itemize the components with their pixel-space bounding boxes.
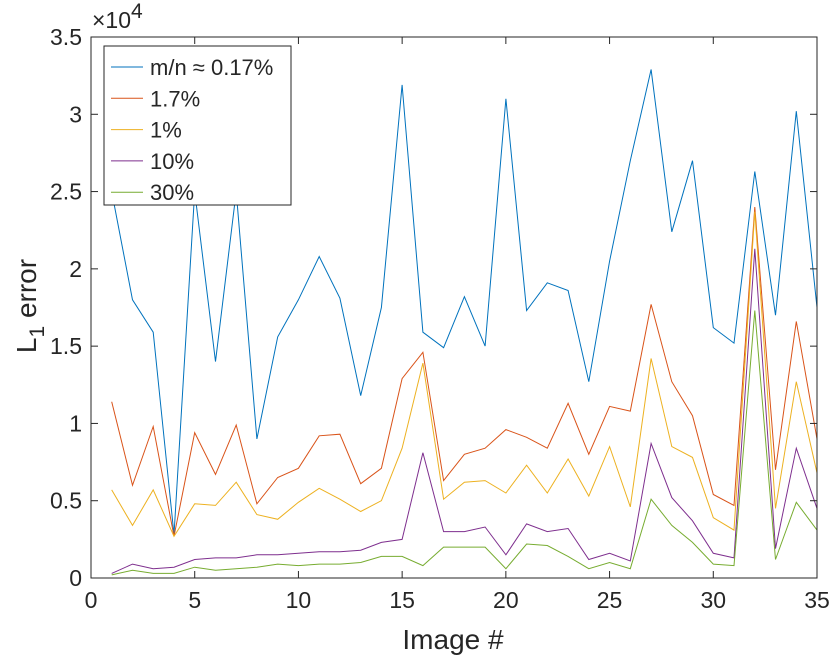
y-label-subscript: 1 bbox=[26, 326, 49, 338]
x-tick-label: 20 bbox=[493, 587, 519, 613]
series-line-2 bbox=[111, 211, 818, 538]
legend-box bbox=[103, 45, 292, 206]
y-tick-label: 2.5 bbox=[50, 179, 82, 205]
series-line-3 bbox=[111, 248, 818, 574]
series-line-1 bbox=[111, 206, 818, 537]
legend-label: 1% bbox=[150, 118, 182, 143]
y-tick-label: 1.5 bbox=[50, 333, 82, 359]
y-label-main: L bbox=[11, 338, 42, 354]
legend-label: 1.7% bbox=[150, 86, 200, 111]
y-multiplier-exponent: 4 bbox=[131, 0, 143, 23]
y-tick-label: 0 bbox=[69, 565, 82, 591]
y-axis-label: L1 error bbox=[11, 259, 49, 353]
x-tick-label: 25 bbox=[597, 587, 623, 613]
legend-label: m/n ≈ 0.17% bbox=[150, 55, 273, 80]
x-tick-label: 0 bbox=[85, 587, 98, 613]
x-tick-label: 5 bbox=[188, 587, 201, 613]
y-tick-label: 2 bbox=[69, 256, 82, 282]
legend-label: 30% bbox=[150, 180, 194, 205]
x-tick-label: 30 bbox=[700, 587, 726, 613]
legend: m/n ≈ 0.17% 1.7% 1% 10% 30% bbox=[103, 45, 292, 206]
x-tick-label: 35 bbox=[804, 587, 830, 613]
legend-label: 10% bbox=[150, 149, 194, 174]
x-axis-ticks: 0 5 10 15 20 25 30 35 bbox=[85, 37, 830, 613]
y-label-rest: error bbox=[11, 259, 42, 326]
plot-lines bbox=[111, 69, 818, 576]
y-tick-label: 3.5 bbox=[50, 24, 82, 50]
y-tick-label: 1 bbox=[69, 410, 82, 436]
axes-box bbox=[90, 36, 818, 579]
y-tick-label: 0.5 bbox=[50, 488, 82, 514]
series-line-0 bbox=[111, 69, 818, 535]
series-line-4 bbox=[111, 310, 818, 576]
y-axis-ticks: 0 0.5 1 1.5 2 2.5 3 3.5 bbox=[50, 24, 817, 591]
legend-items: m/n ≈ 0.17% 1.7% 1% 10% 30% bbox=[111, 55, 273, 205]
x-axis-label: Image # bbox=[402, 624, 504, 655]
y-tick-label: 3 bbox=[69, 101, 82, 127]
y-axis-multiplier: ×104 bbox=[92, 0, 143, 33]
x-tick-label: 10 bbox=[286, 587, 312, 613]
y-multiplier-base: ×10 bbox=[92, 7, 131, 33]
x-tick-label: 15 bbox=[389, 587, 415, 613]
